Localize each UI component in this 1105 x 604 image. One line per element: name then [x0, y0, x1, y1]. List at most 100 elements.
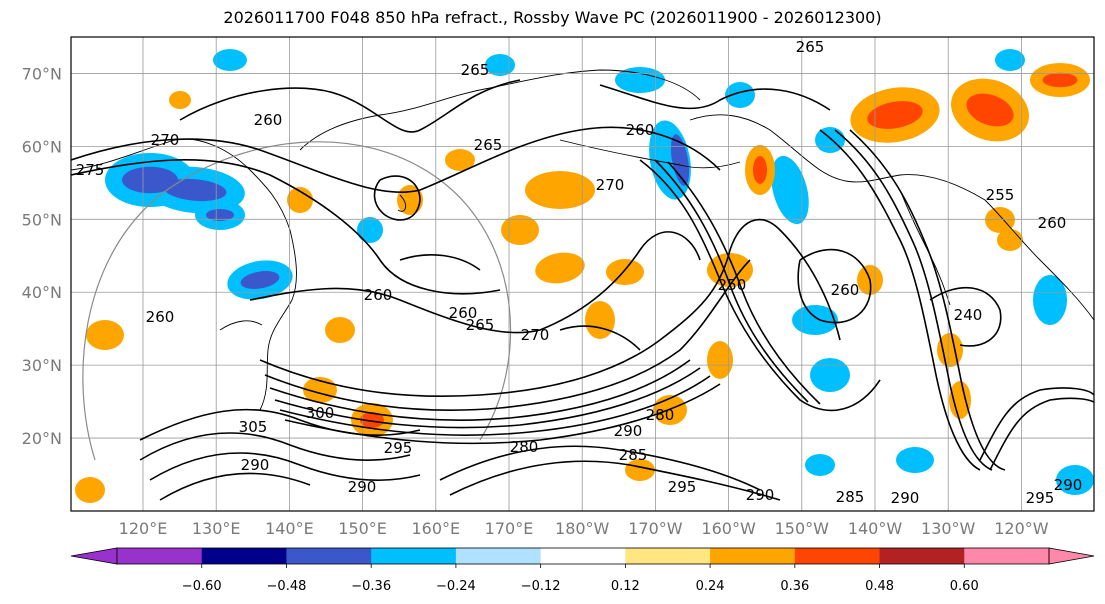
contour-label: 270	[596, 176, 625, 194]
lon-label: 150°E	[338, 519, 387, 538]
anomaly-patch	[240, 271, 280, 289]
contour-label: 260	[146, 308, 175, 326]
colorbar-segment	[371, 548, 457, 564]
contour-label: 260	[1038, 214, 1067, 232]
contour-label: 270	[151, 131, 180, 149]
contour-label: 290	[891, 489, 920, 507]
anomaly-patch	[771, 155, 809, 225]
anomaly-patch	[585, 301, 615, 339]
anomaly-patch	[606, 259, 644, 285]
isopleth	[654, 159, 809, 403]
lon-label: 130°W	[921, 519, 976, 538]
lon-label: 140°E	[265, 519, 314, 538]
contour-label: 260	[626, 121, 655, 139]
colorbar: −0.60 −0.48 −0.36 −0.24 −0.12 0.12 0.24 0.36 0.4…	[70, 547, 1095, 594]
lat-label: 60°N	[22, 137, 62, 156]
anomaly-patch	[206, 209, 234, 221]
contour-label: 265	[466, 316, 495, 334]
contour-label: 285	[836, 488, 865, 506]
anomaly-patch	[287, 187, 313, 213]
isopleth	[667, 161, 821, 405]
contour-label: 265	[461, 61, 490, 79]
anomaly-patch	[815, 127, 845, 153]
colorbar-segment	[286, 548, 372, 564]
lon-label: 140°W	[848, 519, 903, 538]
contour-label: 255	[986, 186, 1015, 204]
anomaly-patch	[169, 91, 191, 109]
anomaly-patch	[997, 229, 1023, 251]
contour-label: 260	[254, 111, 283, 129]
isopleth	[269, 359, 691, 421]
isopleth	[989, 397, 1094, 471]
lat-label: 40°N	[22, 283, 62, 302]
graticule	[71, 37, 1094, 511]
anomaly-patch	[805, 454, 835, 476]
isopleth	[159, 472, 311, 501]
isopleth	[834, 129, 993, 471]
contour-label: 250	[718, 276, 747, 294]
anomaly-patch	[896, 447, 934, 473]
anomaly-patch	[1056, 465, 1094, 495]
isopleth	[274, 367, 701, 429]
lat-label: 30°N	[22, 356, 62, 375]
isopleth	[139, 408, 421, 441]
isopleth	[599, 84, 831, 111]
contour-label: 295	[384, 439, 413, 457]
anomaly-patch	[966, 93, 1014, 127]
contour-label: 305	[239, 418, 268, 436]
colorbar-segment	[964, 548, 1050, 564]
anomaly-patch	[949, 381, 971, 419]
colorbar-arrow-left	[70, 547, 118, 565]
lon-label: 130°E	[192, 519, 241, 538]
colorbar-segment	[794, 548, 881, 564]
anomaly-patch	[625, 459, 655, 481]
colorbar-frame	[116, 547, 1050, 565]
isopleth	[797, 248, 872, 324]
colorbar-tick-label: −0.36	[351, 579, 391, 594]
lat-label: 70°N	[22, 64, 62, 83]
contour-label: 290	[1054, 476, 1083, 494]
colorbar-tick-label: −0.48	[267, 579, 307, 594]
isopleth	[71, 159, 501, 295]
anomaly-patch	[357, 217, 383, 243]
contour-label: 300	[306, 404, 335, 422]
isopleth	[819, 129, 981, 471]
colorbar-tick-label: 0.60	[950, 579, 979, 594]
isopleth	[849, 129, 1006, 471]
contour-label: 275	[76, 161, 105, 179]
isopleth	[399, 254, 481, 271]
lat-label: 20°N	[22, 429, 62, 448]
colorbar-arrow-right	[1048, 547, 1095, 565]
anomaly-patch	[1042, 72, 1078, 88]
anomaly-patch	[810, 358, 850, 392]
contour-label: 285	[619, 446, 648, 464]
contour-label: 290	[348, 478, 377, 496]
contour-label: 290	[241, 456, 270, 474]
isopleth	[559, 325, 641, 351]
lon-label: 180°W	[555, 519, 610, 538]
colorbar-tick-label: −0.60	[182, 579, 222, 594]
anomaly-patch	[525, 171, 595, 209]
isopleth	[979, 387, 1094, 461]
reference-circle	[82, 141, 512, 461]
contour-label: 265	[474, 136, 503, 154]
anomaly-patch	[163, 178, 227, 202]
contour-label: 270	[521, 326, 550, 344]
isopleth	[264, 259, 751, 411]
anomaly-patch	[792, 305, 838, 335]
anomaly-patch	[535, 252, 585, 284]
anomaly-patch	[1033, 275, 1067, 325]
colorbar-tick-label: 0.12	[611, 579, 640, 594]
isopleth	[639, 159, 881, 412]
colorbar-tick-label: 0.48	[865, 579, 894, 594]
isopleth	[249, 231, 701, 334]
anomaly-patch	[867, 101, 923, 129]
map-title: 2026011700 F048 850 hPa refract., Rossby…	[223, 8, 882, 27]
map-border	[70, 36, 1095, 512]
colorbar-segment	[117, 548, 203, 564]
anomaly-patch	[725, 82, 755, 108]
contour-label: 290	[746, 486, 775, 504]
lon-label: 170°E	[485, 519, 534, 538]
